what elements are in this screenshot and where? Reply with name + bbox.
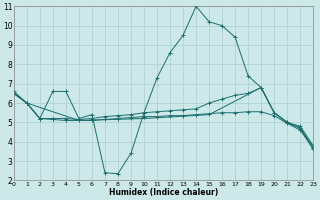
- X-axis label: Humidex (Indice chaleur): Humidex (Indice chaleur): [109, 188, 218, 197]
